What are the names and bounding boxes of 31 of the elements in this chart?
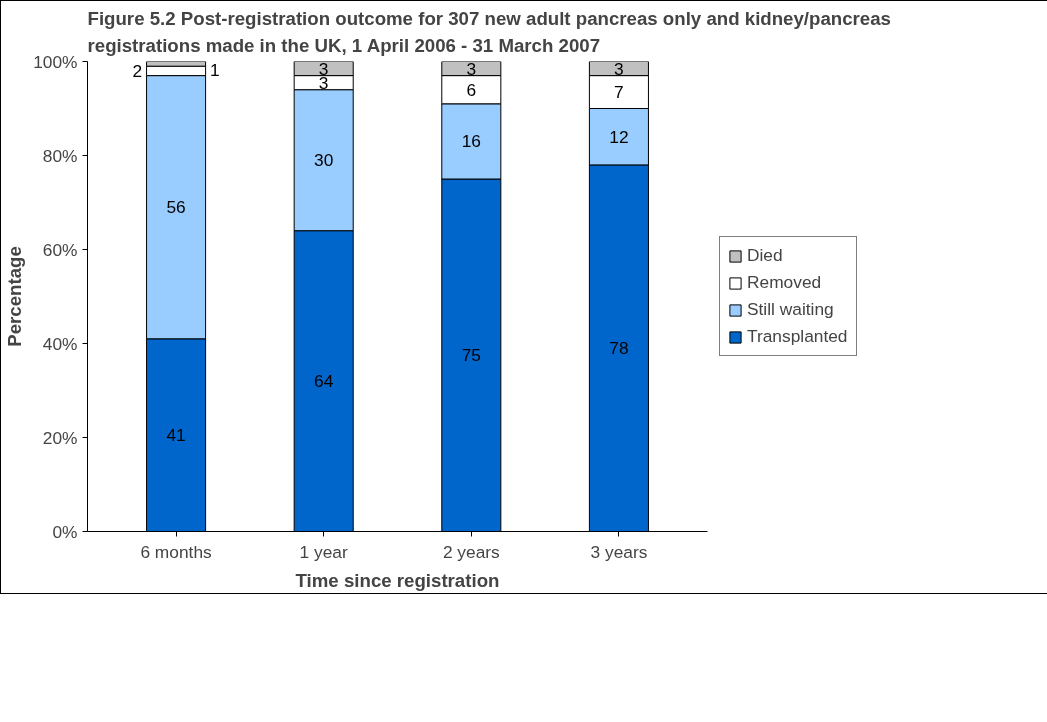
legend-label: Removed	[747, 272, 822, 293]
y-tick-label: 100%	[33, 51, 78, 72]
legend-label: Transplanted	[747, 326, 848, 347]
x-tick-label: 3 years	[590, 541, 648, 562]
y-axis-title: Percentage	[4, 246, 26, 347]
data-label: 3	[614, 58, 624, 79]
x-tick-label: 6 months	[140, 541, 213, 562]
data-label: 64	[314, 371, 334, 392]
x-tick-label: 1 year	[299, 541, 348, 562]
x-tick-label: 2 years	[442, 541, 501, 562]
data-label: 12	[609, 126, 629, 147]
legend-label: Still waiting	[747, 299, 834, 320]
x-axis-title: Time since registration	[295, 569, 500, 591]
data-label: 56	[166, 197, 186, 218]
y-tick-label: 40%	[42, 333, 78, 354]
data-label: 30	[314, 150, 334, 171]
data-label: 7	[614, 82, 624, 103]
data-label: 75	[461, 345, 481, 366]
data-label: 41	[166, 425, 186, 446]
data-label: 16	[461, 131, 481, 152]
data-label: 78	[609, 338, 629, 359]
y-tick-label: 60%	[42, 239, 78, 260]
data-label: 6	[466, 79, 477, 100]
data-label: 1	[210, 59, 220, 80]
y-tick-label: 20%	[42, 427, 78, 448]
data-label: 3	[466, 58, 477, 79]
y-tick-label: 80%	[42, 145, 78, 166]
data-label: 2	[132, 60, 143, 81]
legend-label: Died	[747, 245, 783, 266]
chart-title: Figure 5.2 Post-registration outcome for 307 new adult pancreas only and kidney/pancreas registrations made in the UK, 1 April 2006 - 31 March 2007	[87, 8, 891, 57]
y-tick-label: 0%	[52, 521, 78, 542]
